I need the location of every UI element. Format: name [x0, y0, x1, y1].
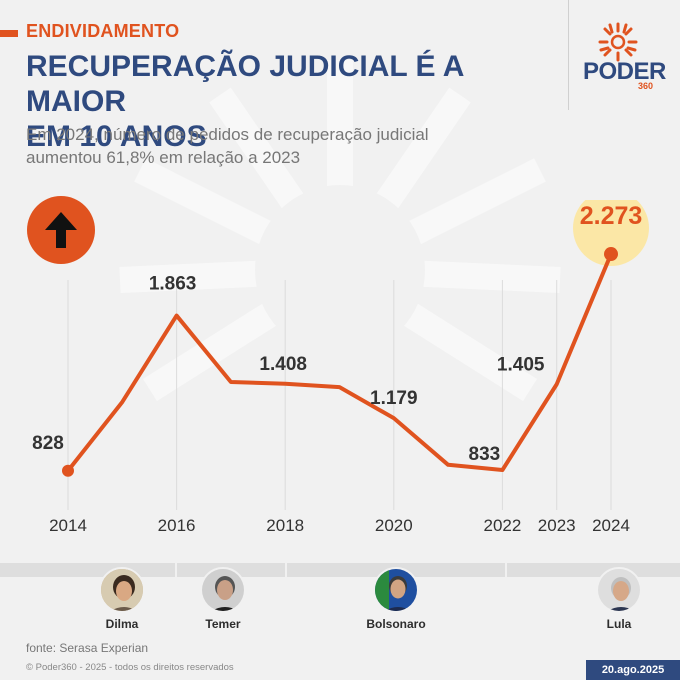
president-name: Temer — [205, 617, 241, 631]
line-chart: 828 1.863 1.408 1.179 833 1.405 2.273 2014 2016 2… — [32, 200, 649, 535]
timeline-separator — [505, 563, 507, 577]
subtitle: Em 2024, número de pedidos de recuperaçã… — [26, 125, 429, 167]
highlight-circle — [573, 200, 649, 267]
source-note: fonte: Serasa Experian — [26, 641, 149, 655]
data-label: 1.863 — [149, 274, 197, 295]
date-badge: 20.ago.2025 — [586, 660, 680, 680]
data-label: 828 — [32, 433, 64, 454]
data-point — [604, 247, 618, 262]
x-tick-label: 2023 — [538, 516, 576, 535]
timeline-separator — [175, 563, 177, 577]
header-divider — [568, 0, 569, 110]
x-tick-label: 2014 — [49, 516, 87, 535]
portrait-lula — [596, 567, 642, 613]
data-point — [62, 464, 74, 477]
data-label: 1.405 — [497, 354, 545, 375]
data-label: 2.273 — [580, 202, 643, 230]
copyright: © Poder360 - 2025 - todos os direitos re… — [26, 662, 234, 673]
trend-badge — [27, 196, 95, 264]
x-tick-label: 2024 — [592, 516, 630, 535]
logo-sub: 360 — [638, 81, 654, 91]
president-name: Lula — [606, 617, 632, 631]
presidency-timeline — [0, 563, 680, 577]
portrait-temer — [200, 567, 246, 613]
x-tick-label: 2022 — [483, 516, 521, 535]
headline: RECUPERAÇÃO JUDICIAL É A MAIOR EM 10 ANO… — [26, 50, 464, 153]
president-name: Dilma — [105, 617, 139, 631]
portrait-dilma — [99, 567, 145, 613]
logo-text: PODER — [583, 58, 666, 85]
portrait-bolsonaro — [373, 567, 419, 613]
data-label: 1.179 — [370, 388, 418, 409]
arrow-up-icon — [45, 212, 77, 248]
x-tick-label: 2018 — [266, 516, 304, 535]
president-name: Bolsonaro — [366, 617, 426, 631]
x-tick-label: 2016 — [158, 516, 196, 535]
series-line — [66, 252, 613, 473]
x-tick-label: 2020 — [375, 516, 413, 535]
poder360-sun-icon — [598, 22, 638, 62]
kicker-bar — [0, 30, 18, 37]
timeline-separator — [285, 563, 287, 577]
data-label: 1.408 — [259, 354, 307, 375]
kicker: ENDIVIDAMENTO — [26, 21, 180, 41]
data-label: 833 — [469, 444, 501, 465]
